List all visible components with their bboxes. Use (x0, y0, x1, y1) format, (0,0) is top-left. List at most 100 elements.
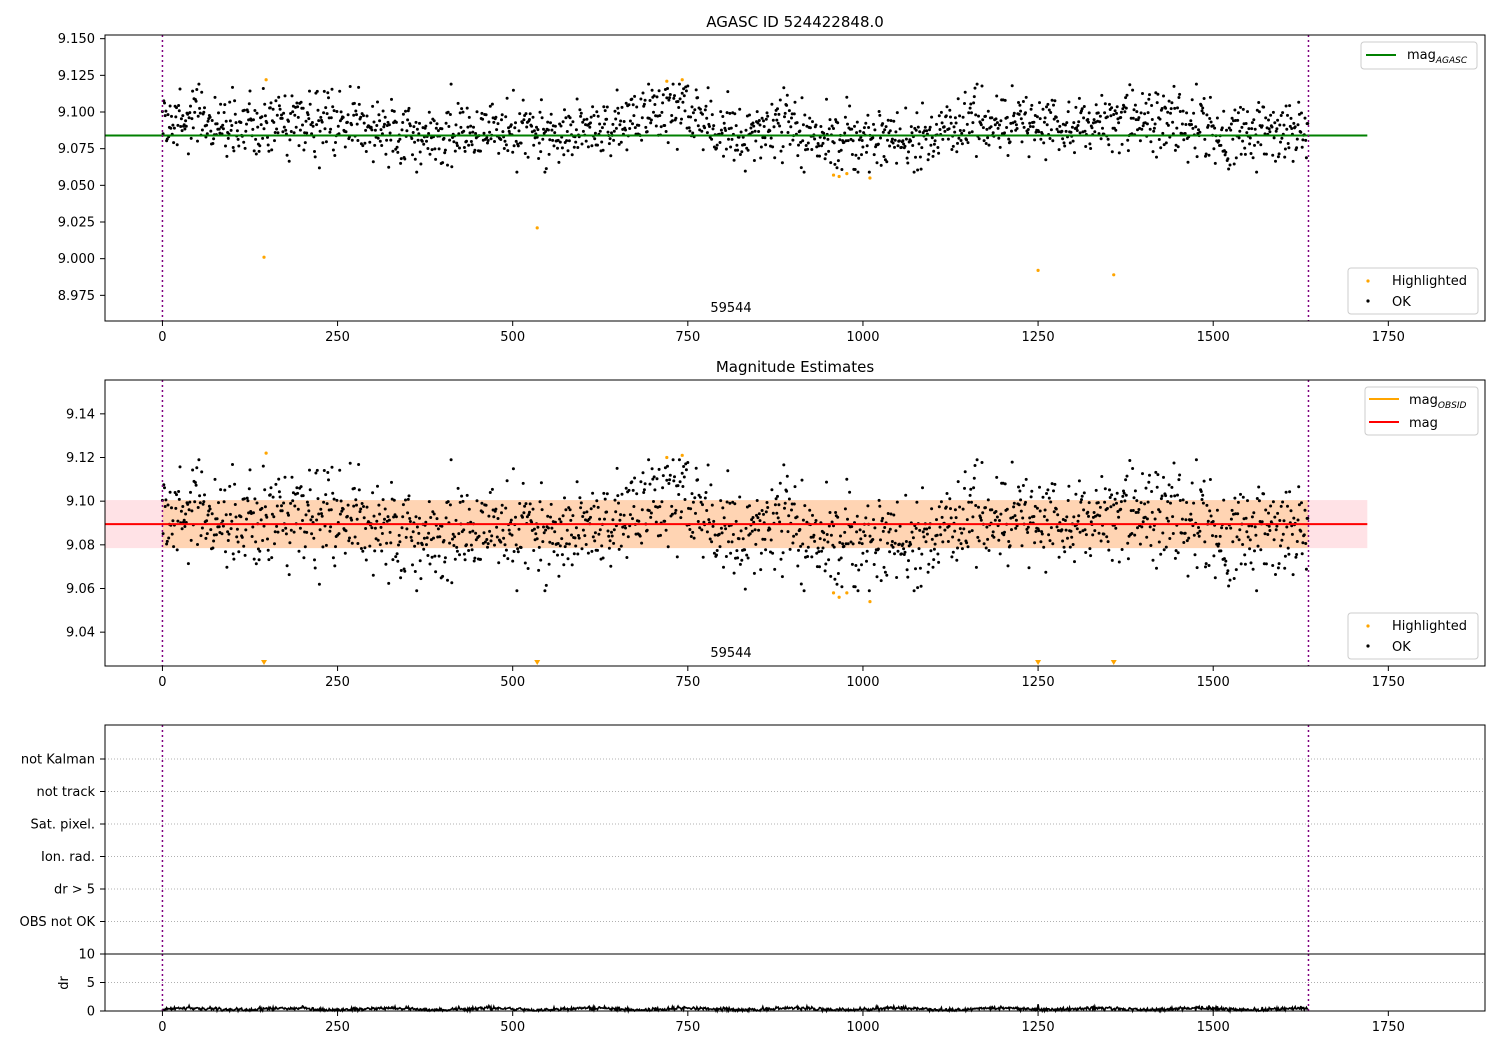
ok-point (1105, 507, 1109, 510)
highlighted-point (665, 455, 669, 460)
ok-point (532, 527, 536, 531)
ok-point (678, 480, 682, 484)
ok-point (1076, 519, 1080, 523)
ok-point (752, 520, 756, 524)
ok-point (589, 121, 592, 125)
ok-point (903, 550, 907, 554)
ok-point (1178, 92, 1182, 96)
ok-point (939, 110, 943, 114)
ok-point (1049, 500, 1053, 504)
ok-point (558, 140, 562, 144)
ok-point (973, 86, 977, 90)
ok-point (718, 141, 722, 144)
ok-point (338, 89, 342, 93)
ok-point (842, 544, 846, 548)
ok-point (1166, 519, 1170, 523)
ok-point (1042, 120, 1046, 124)
ok-point (725, 500, 729, 504)
ok-point (1304, 542, 1308, 545)
ok-point (1141, 520, 1145, 524)
ok-point (859, 537, 863, 541)
ok-point (1270, 125, 1274, 129)
ok-point (383, 115, 387, 119)
ok-point (1086, 510, 1090, 514)
ok-point (455, 141, 459, 145)
ok-point (671, 458, 675, 462)
ok-point (918, 155, 922, 159)
ok-point (175, 548, 179, 552)
ok-point (827, 558, 831, 562)
ok-point (825, 480, 828, 484)
ok-point (881, 122, 885, 126)
ok-point (452, 544, 456, 547)
ok-point (331, 491, 335, 495)
ok-point (414, 515, 418, 519)
ok-point (1094, 103, 1098, 107)
ok-point (451, 136, 454, 139)
ok-point (757, 528, 761, 532)
ok-point (204, 536, 208, 540)
ok-point (526, 155, 530, 159)
y-tick-label: 9.06 (66, 582, 95, 597)
ok-point (299, 485, 303, 489)
y-tick-label: 9.025 (58, 216, 95, 231)
ok-point (1260, 124, 1264, 128)
highlighted-point (831, 173, 836, 177)
ok-point (463, 149, 467, 153)
ok-point (581, 129, 585, 133)
ok-point (537, 568, 541, 572)
ok-point (460, 494, 464, 498)
ok-point (502, 147, 506, 150)
ok-point (462, 552, 466, 556)
ok-point (1208, 95, 1212, 99)
ok-point (648, 482, 652, 486)
ok-point (777, 503, 781, 507)
ok-point (552, 144, 556, 148)
ok-point (631, 488, 635, 492)
ok-point (364, 128, 368, 132)
ok-point (370, 128, 374, 132)
ok-point (378, 119, 382, 123)
ok-point (652, 94, 656, 98)
ok-point (1213, 576, 1217, 580)
ok-point (608, 539, 612, 543)
ok-point (1239, 105, 1242, 109)
ok-point (574, 140, 578, 144)
ok-point (933, 542, 937, 546)
ok-point (687, 126, 691, 130)
ok-point (174, 506, 178, 510)
ok-point (215, 517, 219, 521)
ok-point (914, 567, 917, 571)
ok-point (277, 95, 281, 99)
ok-point (317, 582, 321, 586)
ok-point (1005, 126, 1009, 129)
ok-point (1042, 515, 1046, 518)
ok-point (565, 542, 569, 546)
ok-point (339, 499, 343, 503)
ok-point (442, 136, 446, 140)
ok-point (356, 542, 360, 545)
ok-point (1137, 116, 1141, 120)
ok-point (750, 130, 754, 134)
ok-point (272, 120, 276, 124)
ok-point (404, 109, 407, 113)
ok-point (488, 130, 492, 134)
ok-point (231, 85, 234, 89)
ok-point (429, 121, 433, 125)
x-tick-label: 250 (325, 1020, 350, 1035)
ok-point (792, 112, 796, 116)
ok-point (600, 140, 604, 144)
ok-point (270, 512, 274, 516)
ok-point (576, 552, 580, 556)
ok-point (1070, 535, 1074, 539)
ok-point (956, 141, 959, 145)
ok-point (778, 520, 782, 524)
ok-point (944, 114, 948, 118)
ok-point (834, 511, 838, 514)
ok-point (633, 94, 637, 98)
ok-point (1225, 128, 1228, 132)
ok-point (1112, 503, 1116, 507)
ok-point (890, 137, 894, 141)
ok-point (321, 141, 325, 145)
ok-point (902, 547, 906, 551)
